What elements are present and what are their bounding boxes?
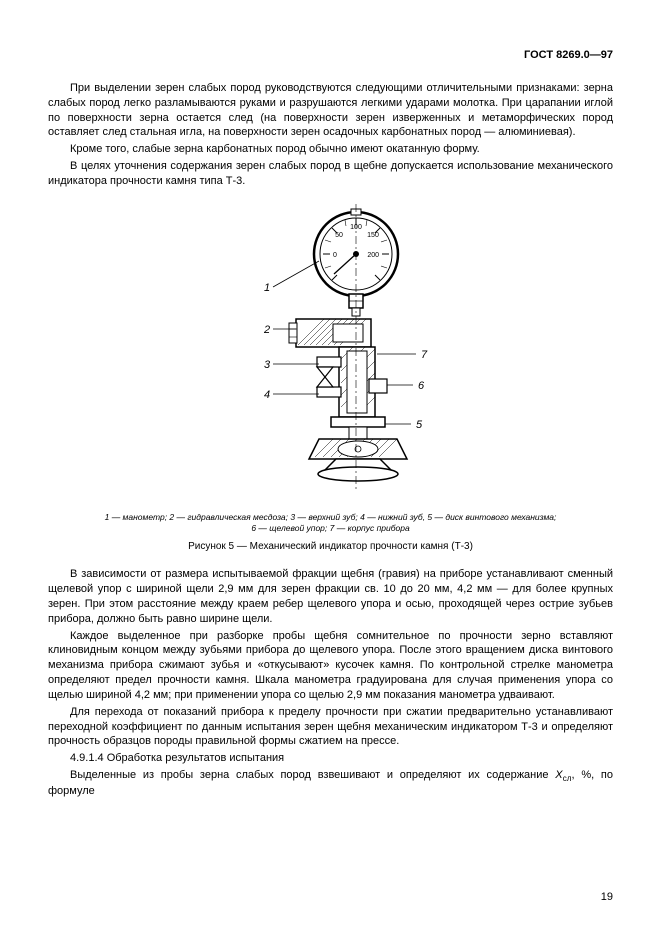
gauge-tick-50: 50 [335, 232, 343, 239]
legend-line-2: 6 — щелевой упор; 7 — корпус прибора [251, 523, 409, 533]
figure-legend: 1 — манометр; 2 — гидравлическая месдоза… [48, 512, 613, 534]
callout-7: 7 [421, 349, 428, 361]
legend-line-1: 1 — манометр; 2 — гидравлическая месдоза… [105, 512, 557, 522]
page-number: 19 [601, 890, 613, 905]
callout-1: 1 [264, 282, 270, 294]
paragraph-3: В целях уточнения содержания зерен слабы… [48, 159, 613, 189]
var-X-sub: сл [563, 774, 572, 783]
document-header: ГОСТ 8269.0—97 [48, 48, 613, 63]
paragraph-8: Выделенные из пробы зерна слабых пород в… [48, 768, 613, 799]
figure-caption: Рисунок 5 — Механический индикатор прочн… [48, 540, 613, 554]
callout-5: 5 [416, 419, 423, 431]
paragraph-4: В зависимости от размера испытываемой фр… [48, 567, 613, 626]
slot-stop [369, 379, 387, 393]
screw-disk [309, 417, 407, 481]
p8-text-a: Выделенные из пробы зерна слабых пород в… [70, 769, 555, 781]
paragraph-2: Кроме того, слабые зерна карбонатных пор… [48, 142, 613, 157]
page-container: ГОСТ 8269.0—97 При выделении зерен слабы… [0, 0, 661, 935]
paragraph-7: 4.9.1.4 Обработка результатов испытания [48, 751, 613, 766]
mesdoza-group [289, 319, 371, 347]
gauge-tick-200: 200 [367, 252, 379, 259]
var-X: X [555, 769, 562, 781]
upper-tooth [317, 357, 341, 377]
paragraph-5: Каждое выделенное при разборке пробы щеб… [48, 629, 613, 703]
paragraph-1: При выделении зерен слабых пород руковод… [48, 81, 613, 140]
callout-6: 6 [418, 380, 425, 392]
callout-2: 2 [263, 324, 270, 336]
callout-4: 4 [264, 389, 270, 401]
figure-5: 100 50 150 0 200 [48, 199, 613, 504]
figure-svg: 100 50 150 0 200 [201, 199, 461, 499]
gauge-tick-0: 0 [333, 252, 337, 259]
gauge-tick-150: 150 [367, 232, 379, 239]
lower-tooth [317, 377, 341, 397]
paragraph-6: Для перехода от показаний прибора к пред… [48, 705, 613, 750]
callout-3: 3 [264, 359, 271, 371]
